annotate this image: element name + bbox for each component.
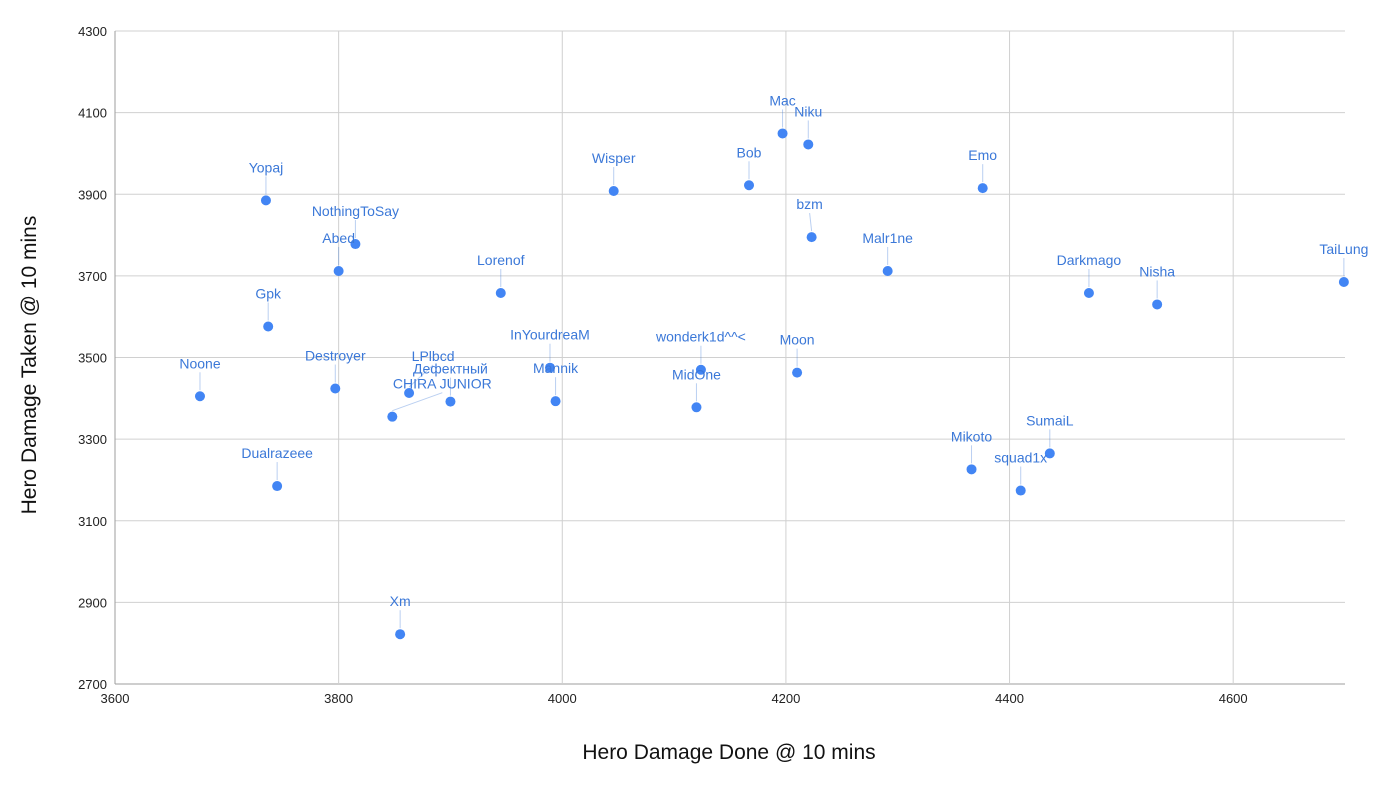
point-label: CHIRA JUNIOR — [393, 376, 492, 392]
point-label: wonderk1d^^< — [655, 329, 746, 345]
y-tick-label: 3900 — [78, 187, 107, 202]
label-leader — [408, 364, 434, 388]
gridlines — [114, 30, 1345, 685]
point-label: Malr1ne — [862, 230, 913, 246]
data-point — [806, 232, 817, 243]
data-point — [803, 139, 814, 150]
point-label: TaiLung — [1319, 241, 1368, 257]
data-point — [792, 367, 803, 378]
y-tick-label: 3700 — [78, 269, 107, 284]
data-point — [691, 402, 702, 413]
data-point — [608, 185, 619, 196]
point-label: Mikoto — [951, 428, 992, 444]
y-tick-label: 2700 — [78, 677, 107, 692]
data-points — [194, 128, 1349, 640]
y-tick-label: 3100 — [78, 514, 107, 529]
tick-labels: 2700 2900 3100 3300 3500 3700 3900 4100 4300 3600… — [78, 24, 1248, 706]
data-point — [404, 388, 415, 399]
x-tick-label: 3800 — [324, 691, 353, 706]
x-tick-label: 4000 — [548, 691, 577, 706]
data-point — [1338, 276, 1349, 287]
data-point — [194, 391, 205, 402]
point-label: NothingToSay — [312, 203, 399, 219]
point-label: Mac — [769, 92, 795, 108]
point-label: Abed — [322, 230, 355, 246]
point-label: LPlbcd — [412, 348, 455, 364]
point-label: Xm — [390, 593, 411, 609]
data-point — [744, 180, 755, 191]
data-point — [350, 239, 361, 250]
point-label: Moon — [780, 332, 815, 348]
data-point — [333, 265, 344, 276]
x-tick-label: 4600 — [1219, 691, 1248, 706]
point-label: InYourdreaM — [510, 327, 590, 343]
data-point — [387, 411, 398, 422]
data-point — [445, 396, 456, 407]
point-label: Bob — [737, 144, 762, 160]
y-tick-label: 3300 — [78, 432, 107, 447]
data-point — [1083, 288, 1094, 299]
point-label: Dualrazeee — [241, 445, 313, 461]
data-point — [1015, 485, 1026, 496]
data-point — [966, 464, 977, 475]
x-tick-label: 3600 — [101, 691, 130, 706]
label-leader — [809, 213, 813, 232]
data-point — [495, 288, 506, 299]
y-tick-label: 4100 — [78, 106, 107, 121]
data-point — [272, 481, 283, 492]
point-label: Mannik — [533, 360, 579, 376]
point-label: bzm — [796, 196, 822, 212]
x-tick-label: 4400 — [995, 691, 1024, 706]
data-point — [263, 321, 274, 332]
data-point — [395, 629, 406, 640]
y-tick-label: 2900 — [78, 595, 107, 610]
data-labels: Yopaj NothingToSay Abed Gpk Noone Destroyer CH… — [179, 92, 1368, 609]
data-point — [695, 364, 706, 375]
point-label: squad1x — [994, 450, 1047, 466]
data-point — [550, 396, 561, 407]
data-point — [260, 195, 271, 206]
point-label: Wisper — [592, 150, 636, 166]
x-axis-title: Hero Damage Done @ 10 mins — [582, 741, 875, 764]
label-leaders — [199, 109, 1345, 629]
data-point — [1152, 299, 1163, 310]
data-point — [544, 362, 555, 373]
data-point — [977, 183, 988, 194]
data-point — [882, 265, 893, 276]
point-label: MidOne — [672, 366, 721, 382]
point-label: Lorenof — [477, 252, 525, 268]
point-label: Nisha — [1139, 263, 1175, 279]
point-label: Gpk — [255, 285, 282, 301]
point-label: Noone — [179, 355, 220, 371]
point-label: Destroyer — [305, 348, 366, 364]
data-point — [777, 128, 788, 139]
point-label: Niku — [794, 103, 822, 119]
point-label: Дефектный — [413, 361, 488, 377]
point-label: SumaiL — [1026, 412, 1074, 428]
label-leader — [392, 392, 443, 412]
point-label: Darkmago — [1057, 252, 1122, 268]
x-tick-label: 4200 — [771, 691, 800, 706]
data-point — [1044, 448, 1055, 459]
y-axis-title: Hero Damage Taken @ 10 mins — [18, 216, 41, 515]
y-tick-label: 3500 — [78, 351, 107, 366]
y-tick-label: 4300 — [78, 24, 107, 39]
point-label: Yopaj — [249, 159, 284, 175]
data-point — [330, 383, 341, 394]
point-label: Emo — [968, 147, 997, 163]
